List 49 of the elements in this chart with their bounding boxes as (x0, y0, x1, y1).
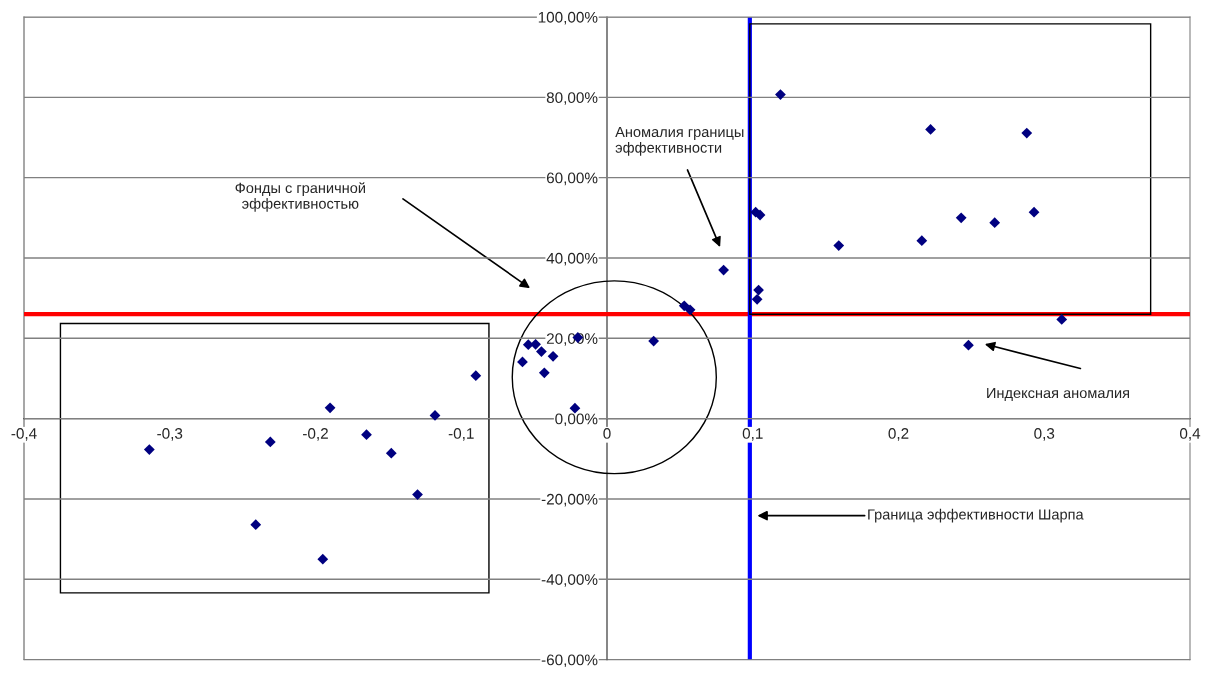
y-tick-label: 60,00% (546, 172, 598, 186)
point (648, 335, 660, 347)
x-tick-label: 0 (603, 428, 611, 439)
point (536, 346, 547, 357)
point (569, 402, 581, 414)
point (538, 367, 550, 379)
x-tick-label: -0,4 (11, 428, 37, 441)
point (324, 402, 336, 414)
point (143, 444, 155, 455)
annotation: Аномалия границы эффективности (615, 126, 744, 156)
point (925, 124, 936, 135)
y-tick-label: -20,00% (541, 493, 598, 507)
x-tick-label: -0,3 (157, 428, 183, 441)
y-tick-label: -60,00% (541, 654, 598, 668)
point (1028, 206, 1040, 218)
point (1056, 314, 1068, 325)
point (361, 429, 372, 441)
point (317, 553, 329, 565)
point (264, 436, 276, 448)
y-tick-label: 100,00% (538, 11, 598, 25)
x-tick-label: -0,2 (303, 428, 328, 441)
y-tick-label: 0,00% (555, 413, 598, 427)
point (833, 240, 845, 251)
annotation: Фонды с граничной эффективностью (235, 182, 365, 212)
point (684, 304, 696, 316)
point (547, 350, 559, 362)
y-tick-label: -40,00% (541, 574, 598, 587)
point (412, 489, 423, 500)
point (385, 447, 397, 459)
x-tick-label: 0,1 (742, 428, 763, 441)
point (753, 284, 764, 296)
point (470, 370, 482, 382)
point (250, 519, 262, 531)
annotation: Индексная аномалия (987, 387, 1130, 401)
x-tick-label: 0,4 (1179, 428, 1201, 441)
x-tick-label: -0,1 (448, 428, 474, 441)
point (963, 339, 974, 351)
y-tick-label: 40,00% (546, 252, 598, 266)
x-tick-label: 0,3 (1034, 428, 1055, 441)
annotation: Граница эффективности Шарпа (868, 508, 1084, 523)
point (751, 293, 763, 305)
point (530, 338, 541, 350)
point (916, 235, 928, 247)
point (989, 217, 1001, 229)
y-tick-label: 80,00% (546, 92, 598, 105)
point (775, 89, 786, 100)
x-tick-label: 0,2 (888, 428, 909, 441)
point (1021, 127, 1033, 139)
point (955, 212, 967, 224)
